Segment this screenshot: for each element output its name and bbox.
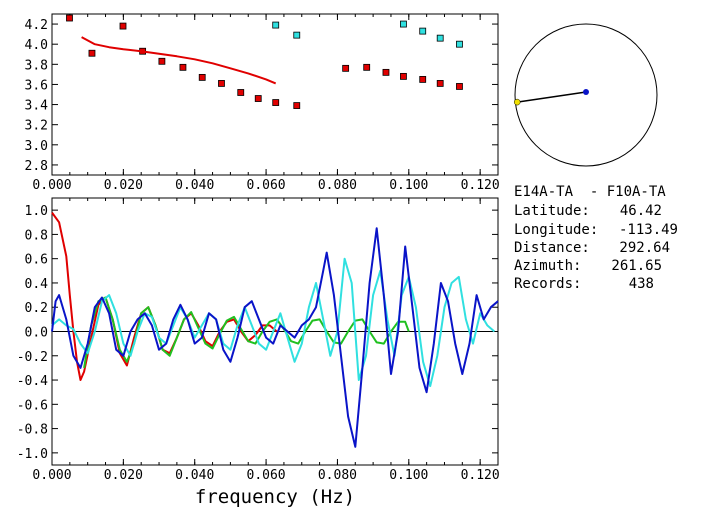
correlation-y-tick-label: -0.2 [17, 350, 48, 365]
dispersion-y-tick-label: 4.2 [25, 18, 48, 33]
dispersion-x-tick-label: 0.040 [175, 178, 214, 193]
dispersion-x-tick-label: 0.000 [32, 178, 71, 193]
dispersion-x-tick-label: 0.060 [247, 178, 286, 193]
correlation-axis-ticks: 0.000 0.020 0.040 0.060 0.080 0.100 0.120 1.0 0.… [17, 198, 500, 483]
dispersion-point-red [237, 89, 245, 96]
dispersion-point-red [436, 80, 444, 87]
dispersion-point-red [198, 73, 206, 81]
dispersion-point-red [342, 64, 350, 72]
correlation-line-blue [51, 227, 499, 448]
correlation-line-green [83, 296, 410, 369]
correlation-x-tick-label: 0.020 [104, 468, 143, 483]
correlation-y-tick-label: -0.8 [17, 423, 48, 438]
dispersion-axis-ticks: 0.000 0.020 0.040 0.060 0.080 0.100 0.120 4.2 4.… [25, 14, 500, 193]
latitude-label: Latitude: [514, 203, 590, 219]
records-label: Records: [514, 276, 581, 292]
azimuth-value: 261.65 [611, 258, 662, 274]
dispersion-y-tick-label: 3.4 [25, 99, 49, 114]
correlation-y-tick-label: 0.0 [25, 326, 48, 341]
distance-value: 292.64 [619, 240, 670, 256]
dispersion-panel: 0.000 0.020 0.040 0.060 0.080 0.100 0.120 4.2 4.… [25, 13, 500, 193]
station-info: E14A-TA - F10A-TA Latitude: 46.42 Longit… [514, 184, 678, 292]
dispersion-point-red [254, 95, 262, 102]
correlation-y-tick-label: -0.4 [17, 374, 48, 389]
dispersion-point-cyan [272, 21, 280, 29]
distance-label: Distance: [514, 240, 590, 256]
dispersion-point-cyan [419, 27, 427, 35]
correlation-x-tick-label: 0.060 [247, 468, 286, 483]
dispersion-x-tick-label: 0.020 [104, 178, 143, 193]
dispersion-y-tick-label: 3.8 [25, 58, 48, 73]
dispersion-series [66, 14, 463, 109]
dispersion-point-cyan [436, 34, 444, 42]
dispersion-point-red [400, 72, 407, 80]
correlation-x-tick-label: 0.120 [461, 468, 500, 483]
correlation-x-tick-label: 0.100 [389, 468, 428, 483]
correlation-x-tick-label: 0.040 [175, 468, 214, 483]
dispersion-point-red [66, 14, 73, 22]
correlation-x-tick-label: 0.080 [318, 468, 357, 483]
station-pair: E14A-TA - F10A-TA [514, 184, 666, 200]
dispersion-point-cyan [293, 31, 301, 39]
correlation-y-tick-label: 0.2 [25, 301, 48, 316]
correlation-panel: 0.000 0.020 0.040 0.060 0.080 0.100 0.120 1.0 0.… [17, 197, 500, 508]
dispersion-point-red [179, 63, 187, 71]
correlation-y-tick-label: 0.4 [25, 277, 49, 292]
correlation-y-tick-label: -1.0 [17, 447, 48, 462]
dispersion-y-tick-label: 2.8 [25, 159, 48, 174]
longitude-label: Longitude: [514, 222, 598, 238]
dispersion-y-tick-label: 4.0 [25, 38, 48, 53]
dispersion-point-red [363, 63, 371, 71]
dispersion-point-red [293, 102, 301, 109]
dispersion-point-red [382, 68, 390, 76]
azimuth-label: Azimuth: [514, 258, 581, 274]
dispersion-plot-frame [51, 13, 499, 176]
correlation-y-tick-label: 0.8 [25, 228, 48, 243]
correlation-x-tick-label: 0.000 [32, 468, 71, 483]
latitude-value: 46.42 [620, 203, 662, 219]
dispersion-point-red [218, 80, 225, 87]
correlation-y-tick-label: 0.6 [25, 253, 48, 268]
dispersion-x-tick-label: 0.120 [461, 178, 500, 193]
dispersion-point-red [272, 99, 280, 106]
dispersion-y-tick-label: 3.0 [25, 139, 48, 154]
azimuth-path-line [517, 91, 587, 103]
dispersion-x-tick-label: 0.100 [389, 178, 428, 193]
dispersion-point-red [456, 83, 463, 90]
x-axis-title: frequency (Hz) [195, 486, 355, 508]
dispersion-x-tick-label: 0.080 [318, 178, 357, 193]
dispersion-point-red [419, 76, 427, 83]
correlation-y-tick-label: 1.0 [25, 204, 48, 219]
dispersion-point-red [88, 49, 96, 57]
correlation-series [51, 212, 499, 448]
records-value: 438 [629, 276, 654, 292]
dispersion-point-cyan [400, 20, 407, 28]
dispersion-y-tick-label: 3.6 [25, 78, 48, 93]
station-marker [583, 89, 589, 95]
correlation-y-tick-label: -0.6 [17, 398, 48, 413]
dispersion-point-red [119, 22, 127, 30]
longitude-value: -113.49 [619, 222, 678, 238]
dispersion-point-red [158, 57, 166, 65]
azimuth-plot [513, 23, 658, 167]
source-marker [513, 98, 521, 106]
dispersion-point-cyan [456, 40, 463, 48]
dispersion-y-tick-label: 3.2 [25, 119, 48, 134]
dispersion-line-red [81, 36, 277, 85]
